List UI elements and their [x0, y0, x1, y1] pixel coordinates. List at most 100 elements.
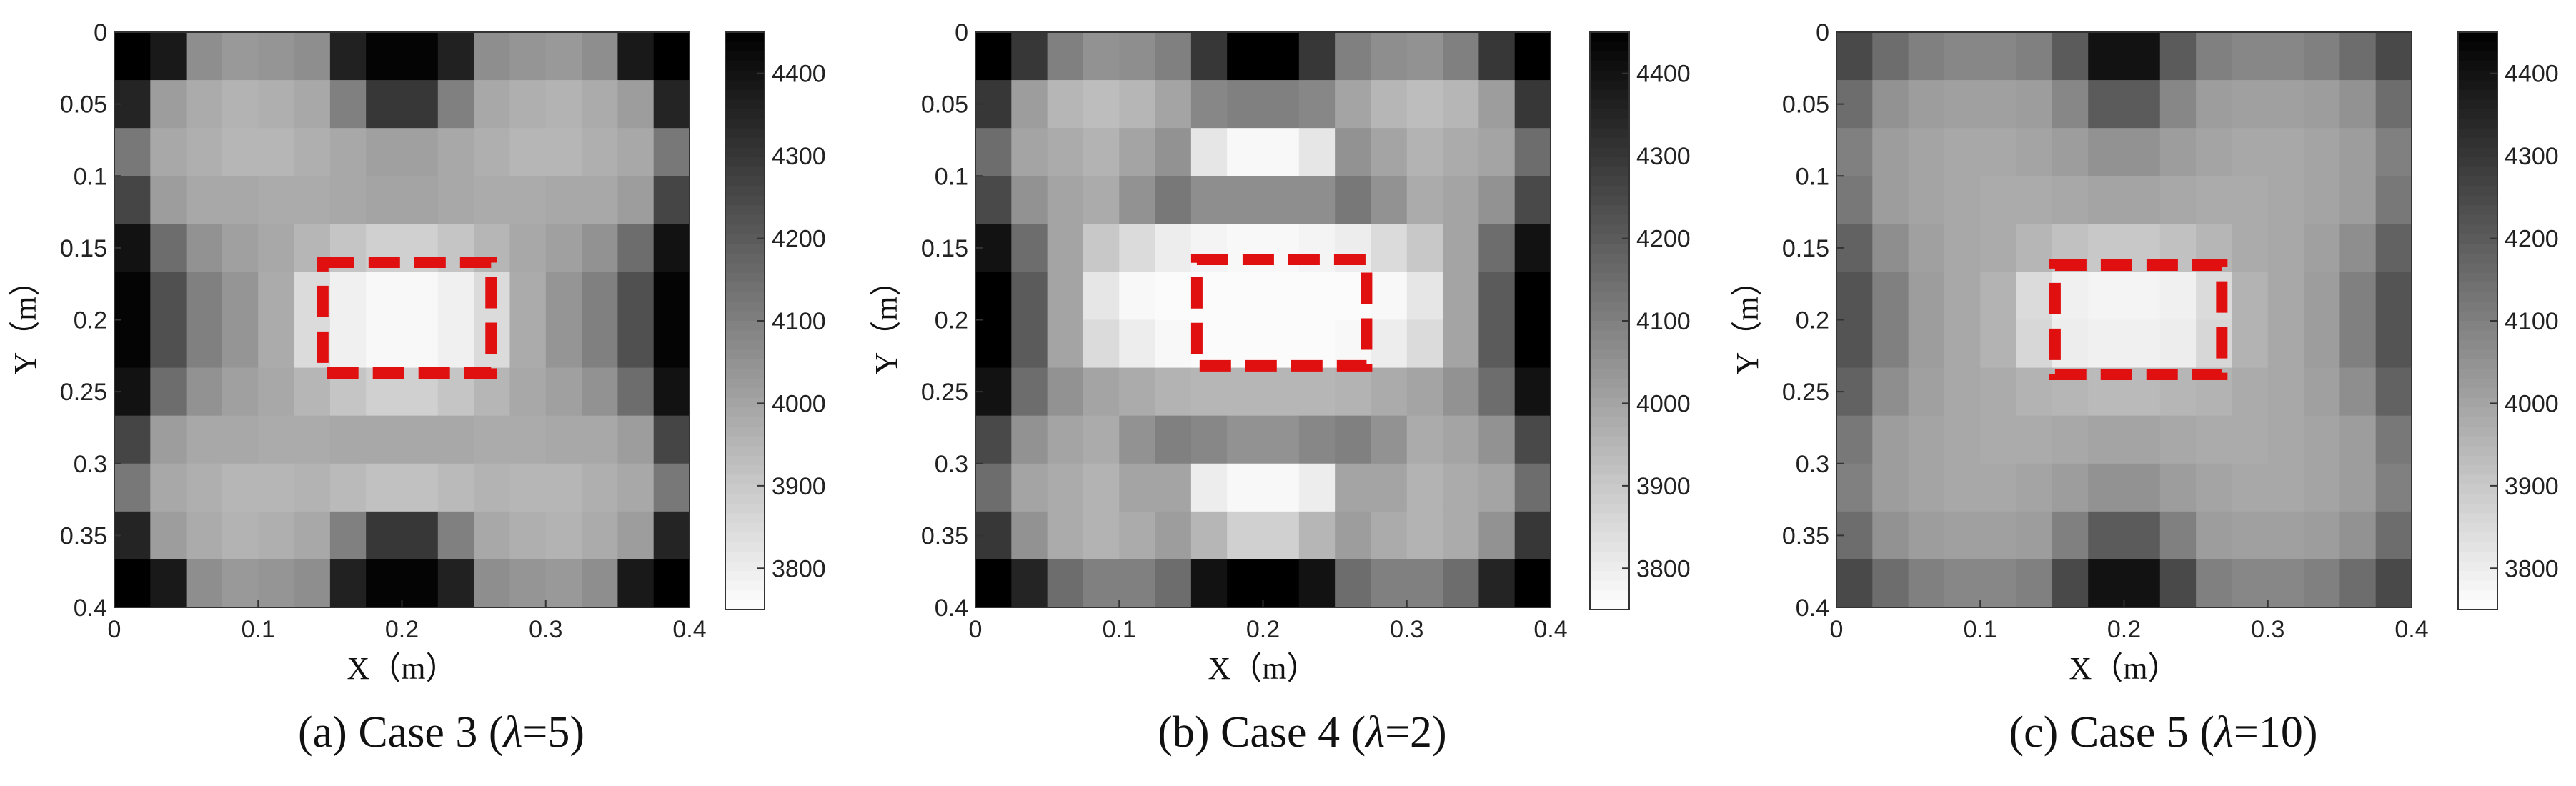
heatmap-cell: [2232, 367, 2269, 417]
colorbar-segment: [725, 494, 765, 504]
heatmap-cell: [1514, 559, 1551, 608]
colorbar-tick-label: 3800: [1636, 555, 1691, 582]
heatmap-cell: [294, 463, 331, 512]
colorbar-segment: [2458, 339, 2497, 350]
colorbar-segment: [725, 41, 765, 52]
colorbar-segment: [1590, 407, 1629, 418]
heatmap-cell: [402, 128, 439, 176]
heatmap-cell: [1083, 128, 1120, 176]
caption-symbol: λ: [1364, 708, 1385, 757]
heatmap-cell: [1119, 319, 1156, 369]
heatmap-cell: [2016, 415, 2053, 464]
y-tick-label: 0: [94, 19, 107, 46]
heatmap-cell: [2088, 511, 2125, 560]
y-tick-label: 0.35: [1782, 522, 1829, 549]
heatmap-cell: [1836, 176, 1873, 224]
heatmap-cell: [294, 559, 331, 608]
heatmap-cell: [150, 463, 187, 512]
colorbar-segment: [1590, 321, 1629, 332]
heatmap-cell: [150, 272, 187, 321]
colorbar-segment: [725, 436, 765, 447]
heatmap-cell: [1443, 511, 1479, 560]
heatmap-cell: [2304, 176, 2340, 224]
heatmap-cell: [2375, 367, 2412, 417]
y-tick-label: 0.4: [74, 595, 107, 622]
heatmap-cell: [1335, 463, 1372, 512]
heatmap-cell: [402, 559, 439, 608]
heatmap-cell: [1443, 224, 1479, 273]
heatmap-cell: [617, 176, 655, 224]
colorbar-segment: [2458, 397, 2497, 408]
colorbar-segment: [2458, 580, 2497, 591]
heatmap-cell: [1908, 415, 1945, 464]
colorbar-segment: [1590, 600, 1629, 610]
heatmap-cell: [1944, 176, 1981, 224]
heatmap-cell: [294, 415, 331, 464]
heatmap-cell: [1478, 32, 1516, 81]
heatmap-cell: [1155, 367, 1192, 417]
heatmap-cell: [2124, 128, 2161, 176]
heatmap-cell: [402, 511, 439, 560]
y-tick-label: 0.4: [935, 595, 968, 622]
colorbar-segment: [1590, 292, 1629, 302]
heatmap-cell: [1298, 128, 1336, 176]
heatmap-cell: [1371, 32, 1408, 81]
heatmap-cell: [1263, 367, 1300, 417]
heatmap-cell: [150, 224, 187, 273]
heatmap-cell: [1980, 319, 2017, 369]
colorbar-segment: [1590, 311, 1629, 322]
heatmap-cell: [150, 367, 187, 417]
heatmap-cell: [1083, 415, 1120, 464]
colorbar-segment: [1590, 99, 1629, 110]
colorbar-segment: [2458, 484, 2497, 494]
colorbar-tick-label: 4200: [1636, 226, 1691, 253]
heatmap-cell: [2339, 224, 2377, 273]
heatmap-cell: [1514, 80, 1551, 129]
panel-1: 0 0.1 0.2 0.3 0.400.050.10.150.20.250.30.350…: [8, 19, 826, 757]
x-tick-label: 0.4: [1533, 616, 1567, 643]
heatmap-cell: [186, 463, 223, 512]
heatmap-cell: [1371, 463, 1408, 512]
heatmap-cell: [1227, 463, 1264, 512]
heatmap-cell: [437, 511, 474, 560]
heatmap-cell: [2088, 176, 2125, 224]
heatmap-cell: [2159, 559, 2197, 608]
heatmap-cell: [1478, 272, 1516, 321]
colorbar-segment: [1590, 397, 1629, 408]
y-tick-label: 0.2: [935, 307, 968, 334]
y-tick-label: 0: [955, 19, 968, 46]
heatmap-cell: [437, 272, 474, 321]
colorbar-tick-label: 4000: [2505, 390, 2559, 417]
colorbar-segment: [1590, 503, 1629, 514]
heatmap-cell: [150, 415, 187, 464]
colorbar-tick-label: 4200: [772, 226, 826, 253]
y-tick-label: 0.25: [1782, 379, 1829, 406]
colorbar-segment: [1590, 580, 1629, 591]
colorbar-segment: [1590, 465, 1629, 476]
heatmap-cell: [509, 463, 547, 512]
heatmap-cell: [617, 463, 655, 512]
heatmap-cell: [1119, 559, 1156, 608]
heatmap-cell: [1047, 415, 1084, 464]
heatmap-cell: [2232, 224, 2269, 273]
colorbar-segment: [725, 157, 765, 168]
heatmap-cell: [2267, 415, 2304, 464]
colorbar-segment: [1590, 378, 1629, 389]
heatmap-cell: [1190, 559, 1228, 608]
heatmap-cell: [1190, 128, 1228, 176]
colorbar-tick-label: 4300: [1636, 143, 1691, 170]
heatmap-cell: [186, 415, 223, 464]
heatmap-cell: [617, 511, 655, 560]
heatmap-cell: [258, 272, 295, 321]
heatmap-cell: [1190, 32, 1228, 81]
x-tick-label: 0.4: [672, 616, 706, 643]
colorbar-segment: [2458, 369, 2497, 379]
heatmap-cell: [1908, 80, 1945, 129]
colorbar-segment: [725, 253, 765, 264]
heatmap-cell: [1263, 559, 1300, 608]
heatmap-cell: [474, 32, 511, 81]
heatmap-cell: [1443, 559, 1479, 608]
heatmap-cell: [1478, 559, 1516, 608]
heatmap-cell: [975, 319, 1012, 369]
